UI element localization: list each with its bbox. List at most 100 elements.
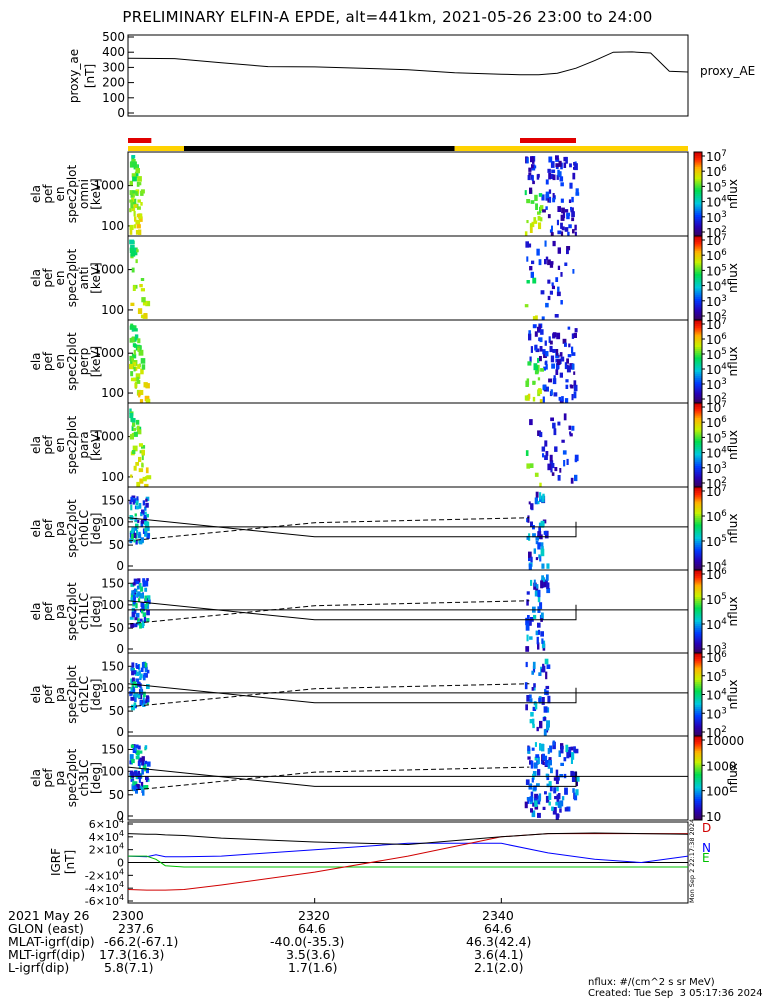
colorbar-label: nflux — [726, 514, 740, 544]
spectrogram-cell — [548, 156, 553, 163]
colorbar-swatch — [694, 518, 702, 521]
spectrogram-ylabel-line: ela — [29, 519, 43, 537]
spectrogram-cell — [559, 808, 562, 813]
spectrogram-ylabel-line: spec2plot — [65, 748, 79, 807]
colorbar-swatch — [694, 223, 702, 226]
spectrogram-ylabel-line: para — [77, 431, 91, 458]
spectrogram-cell — [550, 767, 553, 774]
spectrogram-cell — [536, 584, 539, 589]
spectrogram-cell — [144, 595, 148, 601]
colorbar-tick-label: 105 — [706, 592, 727, 607]
igrf-series-line — [127, 832, 689, 846]
colorbar-tick-label: 10 — [706, 810, 721, 824]
spectrogram-cell — [564, 262, 568, 266]
spectrogram-cell — [560, 762, 564, 766]
spectrogram-cell — [141, 605, 145, 612]
colorbar-swatch — [694, 597, 702, 600]
colorbar-swatch — [694, 796, 702, 800]
anti-loss-cone-line — [127, 683, 530, 708]
spectrogram-ytick-label: 100 — [101, 598, 124, 612]
spectrogram-cell — [139, 757, 144, 762]
spectrogram-cell — [574, 748, 579, 754]
colorbar-swatch — [694, 309, 702, 313]
spectrogram-cell — [537, 215, 541, 221]
spectrogram-ylabel-line: [keV] — [89, 262, 103, 293]
spectrogram-cell — [541, 638, 544, 644]
spectrogram-cell — [132, 582, 136, 586]
colorbar-swatch — [694, 340, 702, 344]
proxy-ae-ytick-label: 500 — [102, 30, 125, 44]
spectrogram-cell — [530, 556, 533, 563]
spectrogram-cell — [567, 326, 571, 330]
colorbar-tick-label: 106 — [706, 415, 727, 430]
colorbar-swatch — [694, 624, 702, 627]
figure-title: PRELIMINARY ELFIN-A EPDE, alt=441km, 202… — [122, 8, 653, 26]
spectrogram-cell — [143, 616, 147, 622]
colorbar-swatch — [694, 588, 702, 592]
colorbar-swatch — [694, 653, 702, 656]
spectrogram-cell — [134, 623, 138, 628]
igrf-ytick-label: 6×104 — [89, 816, 124, 831]
colorbar-swatch — [694, 516, 702, 519]
spectrogram-cell — [131, 607, 135, 614]
spectrogram-cell — [135, 259, 138, 264]
spectrogram-cell — [549, 745, 553, 753]
spectrogram-cell — [528, 172, 532, 176]
spectrogram-cell — [525, 704, 528, 711]
spectrogram-ylabel-line: spec2plot — [65, 332, 79, 391]
spectrogram-cell — [570, 384, 574, 389]
spectrogram-cell — [129, 239, 135, 245]
spectrogram-background — [128, 570, 688, 653]
igrf-ytick-label: 2×104 — [89, 842, 124, 857]
spectrogram-cell — [547, 259, 551, 266]
colorbar-swatch — [694, 551, 702, 554]
spectrogram-cell — [539, 743, 542, 751]
spectrogram-cell — [139, 673, 143, 678]
spectrogram-cell — [133, 427, 136, 431]
spectrogram-cell — [140, 781, 144, 788]
colorbar-swatch — [694, 559, 702, 563]
colorbar-swatch — [694, 181, 702, 184]
colorbar-swatch — [694, 763, 702, 766]
spectrogram-cell — [533, 217, 537, 223]
colorbar-swatch — [694, 301, 702, 304]
igrf-series-line — [127, 833, 688, 891]
spectrogram-cell — [146, 595, 151, 601]
colorbar-swatch — [694, 719, 702, 722]
spectrogram-cell — [539, 337, 543, 343]
spectrogram-cell — [137, 681, 141, 687]
spectrogram-cell — [533, 683, 536, 688]
spectrogram-cell — [131, 529, 135, 535]
spectrogram-cell — [538, 629, 541, 635]
spectrogram-cell — [130, 778, 135, 782]
spectrogram-cell — [534, 793, 539, 800]
spectrogram-ylabel-line: [keV] — [89, 346, 103, 377]
spectrogram-cell — [544, 240, 547, 247]
spectrogram-cell — [141, 761, 144, 766]
spectrogram-cell — [562, 338, 567, 344]
colorbar-tick-label: 103 — [706, 294, 727, 309]
spectrogram-cell — [136, 425, 140, 431]
colorbar-swatch — [694, 466, 702, 469]
colorbar-swatch — [694, 713, 702, 716]
spectrogram-cell — [137, 182, 142, 186]
colorbar-swatch — [694, 426, 702, 429]
colorbar-swatch — [694, 173, 702, 176]
spectrogram-cell — [130, 504, 133, 511]
spectrogram-cell — [555, 165, 559, 169]
colorbar-label: nflux — [726, 680, 740, 710]
spectrogram-cell — [131, 267, 135, 273]
spectrogram-cell — [133, 704, 137, 709]
spectrogram-cell — [541, 316, 545, 322]
spectrogram-cell — [140, 521, 144, 527]
spectrogram-cell — [532, 277, 537, 284]
colorbar-swatch — [694, 526, 702, 529]
spectrogram-cell — [530, 808, 533, 813]
spectrogram-cell — [556, 349, 559, 356]
spectrogram-cell — [137, 760, 141, 766]
spectrogram-cell — [540, 329, 544, 335]
spectrogram-ylabel-line: [keV] — [89, 429, 103, 460]
spectrogram-cell — [525, 380, 529, 387]
spectrogram-cell — [138, 349, 144, 356]
colorbar-swatch — [694, 261, 702, 264]
